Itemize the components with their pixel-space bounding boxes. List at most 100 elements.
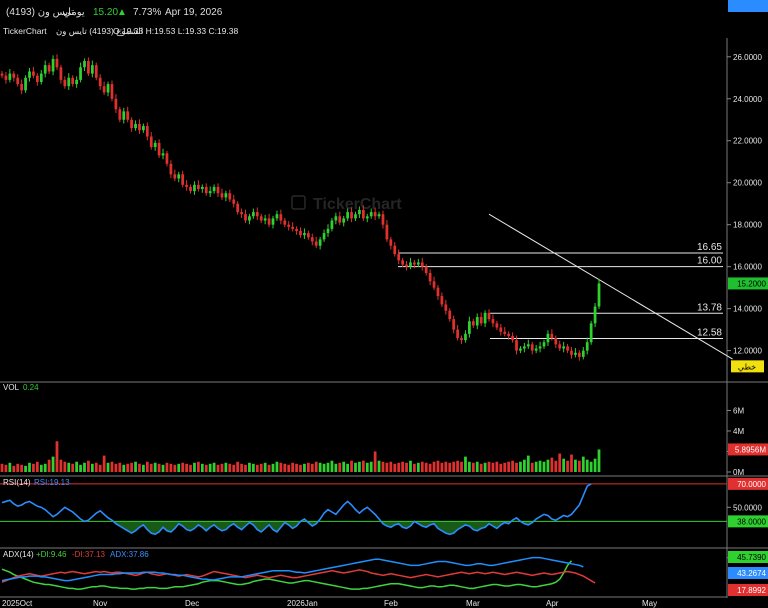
candle-body <box>20 84 24 91</box>
volume-bar <box>401 461 404 472</box>
volume-bar <box>94 462 98 472</box>
time-tick-label: Dec <box>185 599 199 608</box>
candle-body <box>530 344 534 351</box>
adx-plus-di-tag: 45.7390 <box>737 553 766 562</box>
volume-bar <box>468 461 471 472</box>
volume-bar <box>381 461 385 472</box>
volume-title: VOL <box>3 383 20 392</box>
candle-body <box>291 226 295 229</box>
volume-bar <box>483 462 487 472</box>
candle-body <box>350 212 353 219</box>
top-bar: تايس ون (4193) يومي 15.20 ▲ 7.73% Apr 19… <box>0 0 768 24</box>
volume-bar <box>142 464 145 472</box>
candle-body <box>424 266 428 273</box>
candle-body <box>397 254 401 261</box>
rsi-panel[interactable]: 70.0000 50.0000 38.0000 69.4641 <box>0 0 768 536</box>
price-panel[interactable]: 16.65 16.00 13.78 12.58 15.2000 خطي <box>0 54 768 373</box>
volume-bar <box>452 461 456 472</box>
candle-body <box>145 126 149 137</box>
period-label[interactable]: يومي <box>63 7 85 18</box>
candle-body <box>267 218 271 225</box>
volume-bar <box>515 462 518 472</box>
volume-bar <box>589 461 593 472</box>
candle-body <box>263 218 267 221</box>
candle-body <box>24 77 27 91</box>
volume-bar <box>153 462 157 472</box>
candle-body <box>436 287 440 297</box>
volume-bar <box>503 462 507 472</box>
candle-body <box>597 283 601 307</box>
volume-bar <box>224 462 228 472</box>
volume-bar <box>499 463 503 472</box>
volume-bar <box>432 461 436 472</box>
volume-bar <box>491 462 495 472</box>
volume-bar <box>570 454 573 472</box>
volume-bar <box>83 462 86 472</box>
candle-body <box>224 193 228 198</box>
line-style-badge: خطي <box>738 362 756 371</box>
adx-title: ADX(14) <box>3 550 34 559</box>
volume-bar <box>405 462 408 472</box>
volume-bar <box>495 461 499 472</box>
ohlc-label: O:19.33 H:19.53 L:19.33 C:19.38 <box>113 26 239 36</box>
volume-bar <box>110 461 114 472</box>
candle-body <box>295 228 298 231</box>
volume-panel[interactable]: 6M4M2M0M5.8956M <box>0 406 768 477</box>
volume-bar <box>318 462 322 472</box>
last-price: 15.20 <box>93 7 119 18</box>
candle-body <box>428 272 432 282</box>
adx-adx-tag: 43.2674 <box>737 569 766 578</box>
volume-bar <box>43 463 47 472</box>
volume-bar <box>581 456 585 472</box>
candle-body <box>405 264 408 267</box>
candle-body <box>8 73 12 80</box>
time-tick-label: 2026Jan <box>287 599 318 608</box>
candle-body <box>212 186 216 192</box>
volume-bar <box>471 462 475 472</box>
candle-body <box>562 346 566 349</box>
volume-bar <box>448 462 452 472</box>
candle-body <box>346 212 350 219</box>
volume-bar <box>165 462 169 472</box>
volume-bar <box>299 464 302 472</box>
volume-bar <box>428 463 432 472</box>
adx-series-line <box>1 556 584 582</box>
volume-bar <box>16 463 20 472</box>
volume-bar <box>389 461 393 472</box>
candle-body <box>200 186 204 190</box>
candle-body <box>468 321 471 334</box>
volume-bar <box>475 461 479 472</box>
volume-bar <box>197 461 200 472</box>
candle-body <box>581 350 585 357</box>
candle-body <box>153 142 157 148</box>
candle-body <box>413 262 416 265</box>
candle-body <box>79 67 82 80</box>
rsi-title: RSI(14) <box>3 478 31 487</box>
candle-body <box>448 310 452 320</box>
candle-body <box>570 350 573 355</box>
volume-tick-label: 6M <box>733 406 744 415</box>
volume-bar <box>342 461 346 472</box>
change-percent: 7.73% <box>133 7 162 18</box>
volume-bar <box>75 461 78 472</box>
candle-body <box>165 153 169 164</box>
level-label: 16.00 <box>697 256 722 267</box>
volume-bar <box>550 457 554 472</box>
volume-bar <box>358 461 361 472</box>
adx-plus-di: +DI:9.46 <box>36 550 67 559</box>
candle-body <box>440 296 444 305</box>
price-tick-label: 18.0000 <box>733 221 762 230</box>
candle-body <box>157 142 161 156</box>
candle-body <box>326 228 330 234</box>
candle-body <box>16 77 20 85</box>
rsi-value: RSI:19.13 <box>34 478 70 487</box>
symbol-name[interactable]: تايس ون (4193) <box>6 7 75 18</box>
candle-body <box>102 86 106 93</box>
last-price-tag: 15.2000 <box>737 279 766 288</box>
volume-bar <box>114 463 118 472</box>
volume-bar <box>542 461 546 472</box>
volume-bar <box>173 464 177 472</box>
volume-bar <box>558 453 562 472</box>
